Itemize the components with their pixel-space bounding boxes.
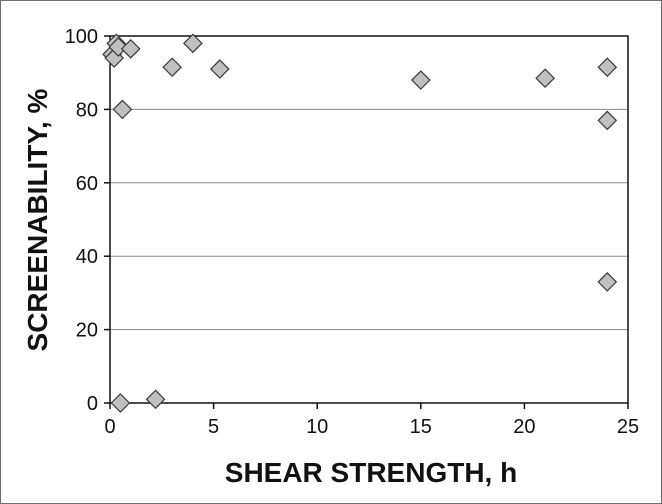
- x-tick-label-0: 0: [104, 416, 115, 438]
- x-tick-label-15: 15: [410, 416, 432, 438]
- data-point: [535, 68, 555, 89]
- data-point: [209, 59, 230, 79]
- x-tick-label-25: 25: [617, 416, 639, 438]
- data-point: [410, 70, 431, 90]
- data-point: [162, 57, 183, 78]
- data-point: [120, 38, 141, 59]
- y-tick-label-100: 100: [65, 26, 98, 48]
- data-point: [183, 33, 203, 54]
- data-point: [597, 110, 618, 131]
- y-tick-label-0: 0: [87, 393, 98, 415]
- data-point: [110, 393, 131, 413]
- tick-labels: 0 20 40 60 80 100 0 5 10 15 20 25: [65, 26, 640, 438]
- plot-area: [109, 35, 629, 404]
- x-tick-label-5: 5: [208, 416, 219, 438]
- y-tick-label-20: 20: [76, 320, 98, 342]
- x-tick-label-10: 10: [306, 416, 328, 438]
- data-point: [108, 37, 129, 57]
- y-tick-label-40: 40: [76, 246, 98, 268]
- x-axis-label: SHEAR STRENGTH, h: [225, 457, 517, 488]
- plot-border: [109, 35, 629, 404]
- data-points: [102, 33, 618, 413]
- data-point: [112, 99, 133, 120]
- data-point: [597, 272, 618, 292]
- y-axis-label: SCREENABILITY, %: [22, 88, 53, 351]
- gridlines: [110, 108, 628, 331]
- x-tick-label-20: 20: [513, 416, 535, 438]
- y-tick-label-80: 80: [76, 99, 98, 121]
- y-tick-label-60: 60: [76, 173, 98, 195]
- data-point: [597, 57, 618, 78]
- data-point: [145, 389, 166, 410]
